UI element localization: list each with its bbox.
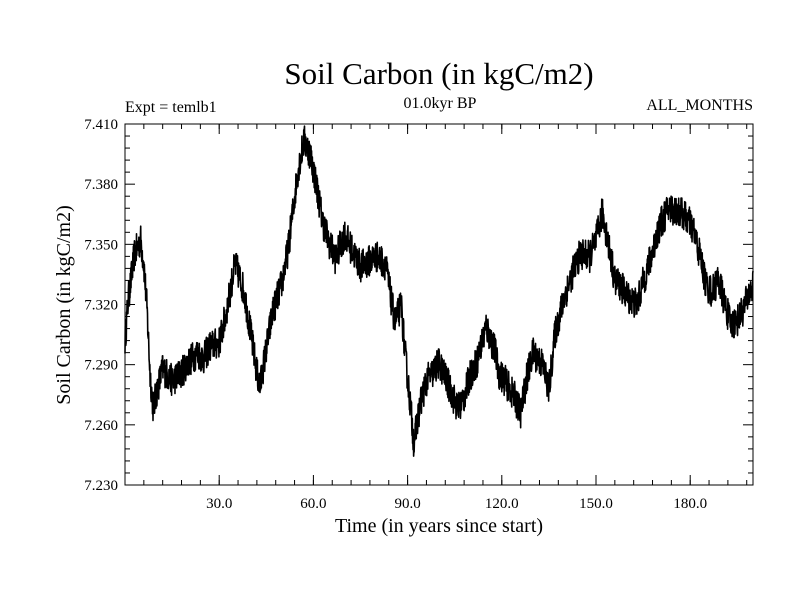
y-tick-label: 7.260 (84, 418, 118, 434)
y-tick-label: 7.230 (84, 478, 118, 494)
chart-title: Soil Carbon (in kgC/m2) (284, 56, 593, 91)
plot-frame (124, 123, 754, 486)
x-axis-label: Time (in years since start) (335, 515, 543, 537)
y-tick-label: 7.350 (84, 237, 118, 253)
series-line-soil-carbon (124, 125, 754, 457)
y-axis-label: Soil Carbon (in kgC/m2) (53, 205, 75, 404)
y-tick-label: 7.410 (84, 117, 118, 133)
y-tick-label: 7.380 (84, 177, 118, 193)
x-tick-label: 60.0 (300, 496, 326, 512)
experiment-label: Expt = temlb1 (125, 99, 217, 116)
y-tick-label: 7.290 (84, 358, 118, 374)
x-tick-label: 120.0 (485, 496, 519, 512)
chart-subtitle: 01.0kyr BP (404, 95, 477, 112)
x-tick-label: 180.0 (673, 496, 707, 512)
x-tick-label: 150.0 (579, 496, 613, 512)
x-tick-label: 30.0 (206, 496, 232, 512)
y-tick-label: 7.320 (84, 298, 118, 314)
x-axis-ticks: 30.0 60.0 90.0 120.0 150.0 180.0 (143, 124, 748, 512)
y-axis-ticks: 7.230 7.260 7.290 7.320 7.350 7.380 7.410 (84, 117, 753, 494)
months-label: ALL_MONTHS (646, 97, 753, 114)
x-tick-label: 90.0 (394, 496, 420, 512)
